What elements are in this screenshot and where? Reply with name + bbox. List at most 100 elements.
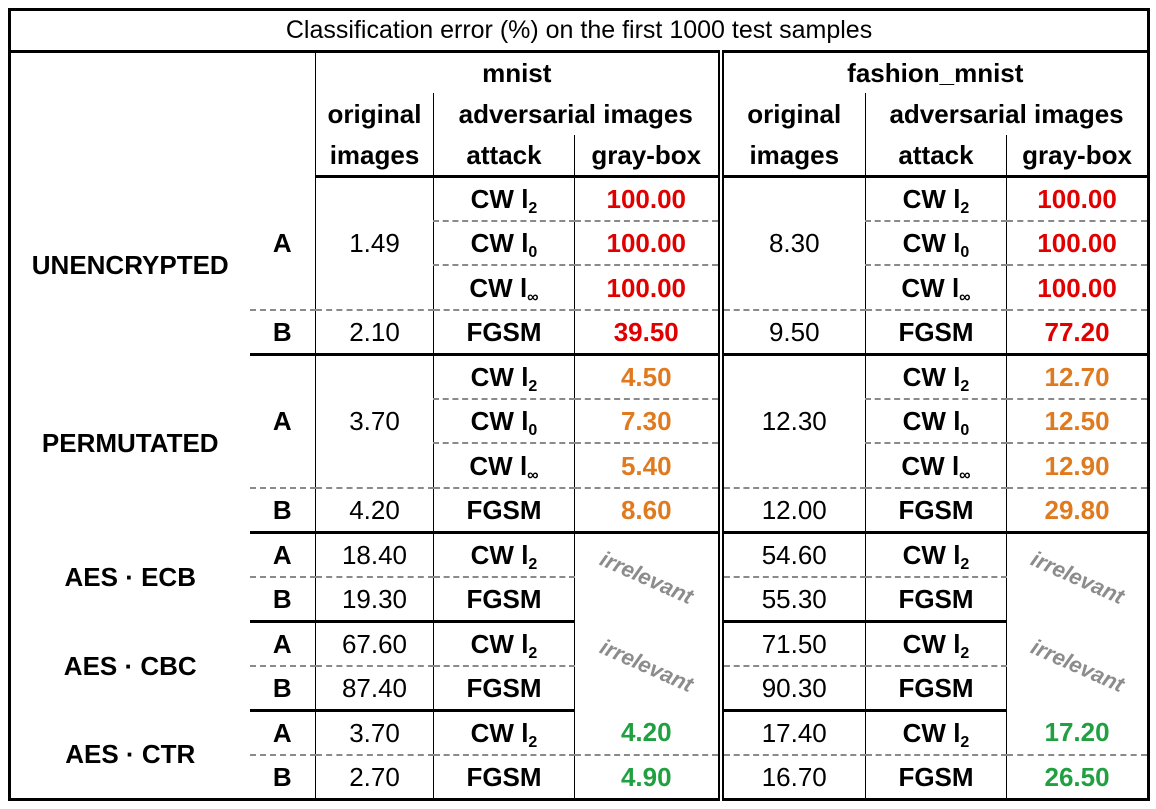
attack-cw-l0: CW l0 — [865, 398, 1007, 445]
mnist-graybox-value: 100.00 — [574, 176, 721, 222]
group-label-aes-ctr: AES · CTR — [65, 739, 196, 770]
mnist-graybox-value: 4.20 — [574, 710, 721, 756]
attack-fgsm: FGSM — [433, 576, 575, 623]
mnist-graybox-value: 8.60 — [574, 487, 721, 534]
mnist-original-value: 3.70 — [315, 354, 434, 489]
attack-cw-l2: CW l2 — [865, 532, 1007, 578]
mnist-graybox-value: 5.40 — [574, 443, 721, 489]
mnist-graybox-value: 7.30 — [574, 398, 721, 445]
mnist-graybox-value: 4.90 — [620, 761, 672, 792]
mnist-graybox-irrelevant: irrelevant — [596, 545, 697, 609]
fashion-original-value: 8.30 — [717, 176, 866, 311]
attack-fgsm: FGSM — [865, 754, 1007, 800]
attack-fgsm: FGSM — [433, 665, 575, 712]
model-label: A — [249, 532, 316, 578]
fashion-graybox-value: 12.50 — [1006, 398, 1149, 445]
attack-fgsm: FGSM — [433, 487, 575, 534]
mnist-graybox-value: 4.50 — [574, 354, 721, 400]
header-dataset-fashion-mnist: fashion_mnist — [717, 51, 1149, 94]
mnist-original-value: 4.20 — [315, 487, 434, 534]
fashion-graybox-irrelevant: irrelevant — [1026, 545, 1128, 609]
attack-fgsm: FGSM — [865, 576, 1007, 623]
attack-fgsm: FGSM — [865, 309, 1007, 356]
group-label-unencrypted: UNENCRYPTED — [31, 250, 229, 281]
fashion-original-value: 90.30 — [717, 665, 866, 712]
mnist-original-value: 1.49 — [315, 176, 434, 311]
fashion-graybox-value: 17.20 — [1006, 710, 1149, 756]
fashion-graybox-irrelevant: irrelevant — [1026, 633, 1128, 697]
model-label: B — [249, 576, 316, 623]
fashion-original-value: 17.40 — [717, 710, 866, 756]
results-table: Classification error (%) on the first 10… — [8, 8, 1151, 801]
attack-cw-linf: CW l∞ — [865, 443, 1007, 489]
attack-cw-l2: CW l2 — [433, 354, 575, 400]
group-label-permutated: PERMUTATED — [41, 428, 219, 459]
mnist-original-value: 2.10 — [315, 309, 434, 356]
mnist-original-value: 67.60 — [315, 621, 434, 667]
fashion-graybox-value: 12.70 — [1006, 354, 1149, 400]
header-dataset-mnist: mnist — [482, 58, 552, 89]
attack-cw-l2: CW l2 — [865, 621, 1007, 667]
attack-cw-l0: CW l0 — [865, 220, 1007, 267]
mnist-original-value: 18.40 — [315, 532, 434, 578]
header-attack: attack — [433, 134, 575, 178]
model-label: A — [249, 176, 316, 311]
group-label-aes-ecb: AES · ECB — [64, 561, 196, 592]
fashion-graybox-value: 29.80 — [1006, 487, 1149, 534]
model-label: B — [249, 754, 316, 800]
model-label: A — [249, 354, 316, 489]
attack-cw-l0: CW l0 — [433, 398, 575, 445]
attack-cw-l2: CW l2 — [433, 710, 575, 756]
fashion-original-value: 55.30 — [717, 576, 866, 623]
fashion-graybox-value: 100.00 — [1006, 220, 1149, 267]
header-graybox: gray-box — [574, 134, 721, 178]
mnist-original-value: 3.70 — [315, 710, 434, 756]
mnist-graybox-value: 100.00 — [574, 220, 721, 267]
fashion-graybox-value: 100.00 — [1006, 176, 1149, 222]
header-graybox: gray-box — [1006, 134, 1149, 178]
attack-cw-l2: CW l2 — [433, 621, 575, 667]
attack-fgsm: FGSM — [865, 665, 1007, 712]
fashion-original-value: 12.30 — [717, 354, 866, 489]
header-corner — [9, 51, 316, 177]
mnist-original-value: 19.30 — [315, 576, 434, 623]
model-label: B — [249, 665, 316, 712]
header-original-top: original — [717, 93, 866, 135]
group-label-aes-cbc: AES · CBC — [63, 650, 197, 681]
header-adversarial: adversarial images — [889, 99, 1124, 130]
header-attack: attack — [865, 134, 1007, 178]
fashion-original-value: 12.00 — [717, 487, 866, 534]
fashion-graybox-value: 12.90 — [1006, 443, 1149, 489]
attack-cw-l2: CW l2 — [865, 176, 1007, 222]
header-original-bottom: images — [717, 134, 866, 178]
attack-cw-linf: CW l∞ — [433, 265, 575, 311]
attack-fgsm: FGSM — [865, 487, 1007, 534]
attack-cw-linf: CW l∞ — [865, 265, 1007, 311]
mnist-graybox-value: 100.00 — [574, 265, 721, 311]
model-label: A — [249, 621, 316, 667]
header-adversarial: adversarial images — [458, 99, 693, 130]
attack-cw-l2: CW l2 — [433, 532, 575, 578]
fashion-original-value: 16.70 — [717, 754, 866, 800]
fashion-graybox-value: 77.20 — [1006, 309, 1149, 356]
fashion-original-value: 54.60 — [717, 532, 866, 578]
header-original-bottom: images — [315, 134, 434, 178]
attack-cw-l2: CW l2 — [865, 354, 1007, 400]
fashion-graybox-value: 26.50 — [1044, 761, 1110, 792]
header-original-top: original — [315, 93, 434, 135]
table-title: Classification error (%) on the first 10… — [9, 9, 1149, 54]
mnist-original-value: 2.70 — [315, 754, 434, 800]
attack-cw-l0: CW l0 — [433, 220, 575, 267]
attack-cw-linf: CW l∞ — [433, 443, 575, 489]
mnist-original-value: 87.40 — [315, 665, 434, 712]
mnist-graybox-irrelevant: irrelevant — [596, 633, 697, 697]
fashion-graybox-value: 100.00 — [1006, 265, 1149, 311]
model-label: A — [249, 710, 316, 756]
attack-cw-l2: CW l2 — [433, 176, 575, 222]
model-label: B — [249, 487, 316, 534]
fashion-original-value: 71.50 — [717, 621, 866, 667]
mnist-graybox-value: 39.50 — [574, 309, 721, 356]
attack-fgsm: FGSM — [433, 309, 575, 356]
attack-cw-l2: CW l2 — [865, 710, 1007, 756]
attack-fgsm: FGSM — [433, 754, 575, 800]
